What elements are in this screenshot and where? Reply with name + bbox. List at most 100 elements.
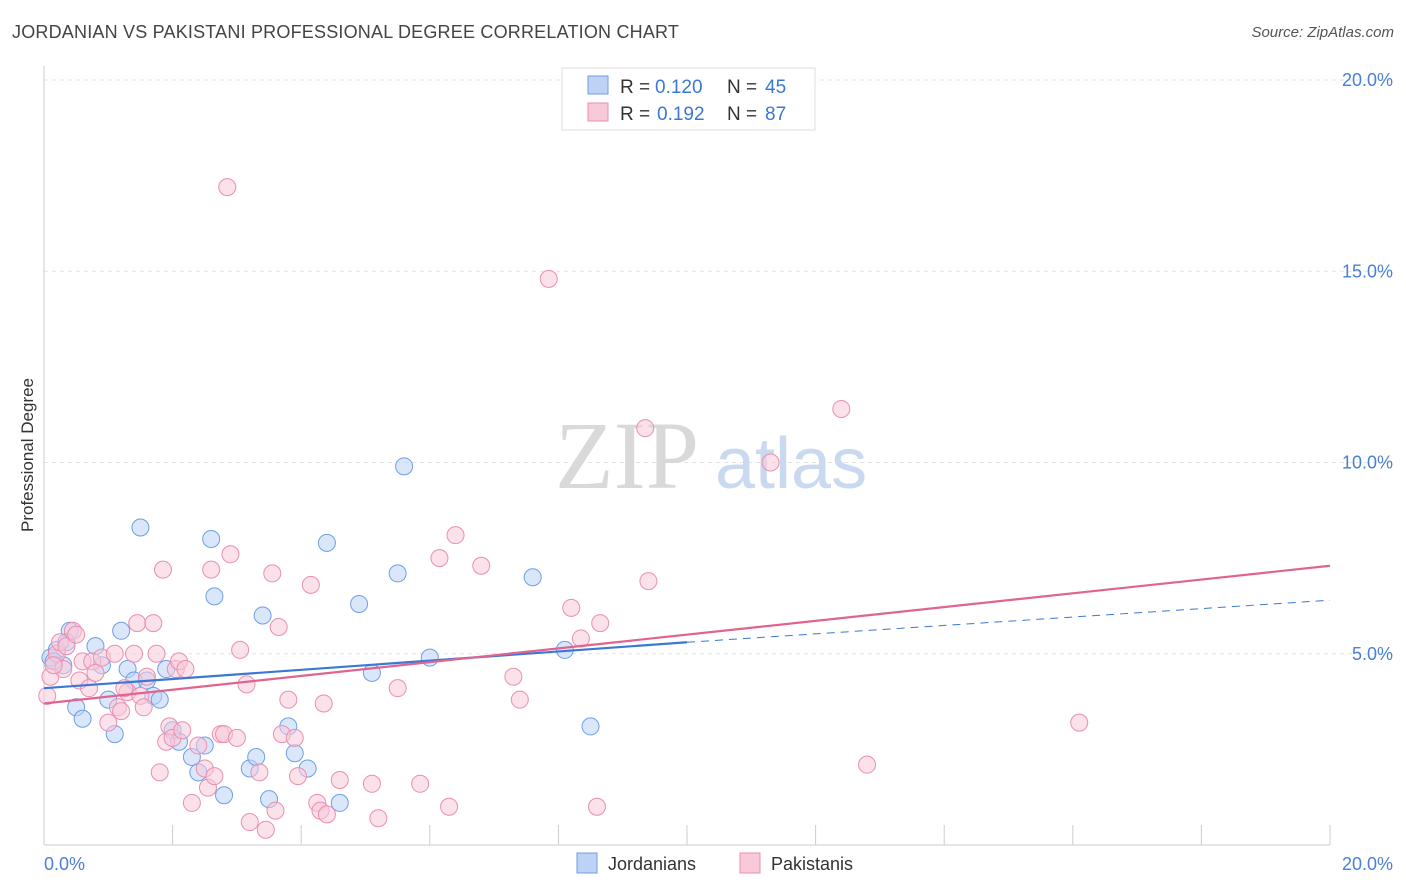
series-legend-label-jordanians: Jordanians (608, 854, 696, 874)
pakistani-point (317, 805, 336, 824)
source-attribution: Source: ZipAtlas.com (1251, 24, 1394, 41)
pakistani-point (67, 625, 86, 644)
pakistani-point (639, 572, 658, 591)
jordanian-point (150, 690, 169, 709)
series-legend: Jordanians Pakistanis (576, 852, 853, 874)
pakistani-point (279, 690, 298, 709)
watermark-atlas: atlas (715, 424, 867, 504)
pakistani-point (539, 269, 558, 288)
legend-swatch-pakistanis (587, 102, 609, 122)
legend-r-label: R = (620, 77, 650, 98)
pakistani-point (562, 598, 581, 617)
y-tick-label: 10.0% (1342, 453, 1393, 473)
series-legend-swatch-pakistanis (739, 852, 761, 874)
legend-n-label: N = (727, 77, 757, 98)
pakistani-point (173, 721, 192, 740)
pakistani-point (832, 399, 851, 418)
legend-r-value-pakistanis: 0.192 (657, 104, 705, 125)
y-tick-labels: 5.0% 10.0% 15.0% 20.0% (1342, 70, 1393, 664)
jordanian-point (253, 606, 272, 625)
pakistani-point (150, 763, 169, 782)
pakistani-point (112, 702, 131, 721)
pakistani-point (388, 679, 407, 698)
pakistani-point (218, 178, 237, 197)
pakistani-point (314, 694, 333, 713)
pakistani-point (858, 755, 877, 774)
legend-r-value-jordanians: 0.120 (655, 77, 703, 98)
pakistani-trend-line (43, 564, 1331, 705)
pakistani-point (189, 736, 208, 755)
jordanian-point (112, 621, 131, 640)
pakistani-point (446, 526, 465, 545)
pakistani-point (761, 453, 780, 472)
legend-r-label: R = (620, 104, 650, 125)
jordanian-trend-line (43, 641, 688, 690)
pakistani-point (115, 679, 134, 698)
pakistani-point (411, 774, 430, 793)
y-tick-label: 20.0% (1342, 70, 1393, 90)
jordanian-point (350, 595, 369, 614)
pakistani-point (330, 770, 349, 789)
jordanian-point (581, 717, 600, 736)
pakistani-point (202, 560, 221, 579)
axes (43, 66, 1331, 846)
pakistani-point (266, 801, 285, 820)
pakistani-point (510, 690, 529, 709)
pakistani-point (137, 667, 156, 686)
pakistani-point (587, 797, 606, 816)
pakistani-point (301, 575, 320, 594)
pakistani-point (440, 797, 459, 816)
data-points (38, 178, 1089, 839)
grid-lines (44, 79, 1393, 655)
legend-n-value-pakistanis: 87 (765, 104, 786, 125)
pakistani-point (221, 545, 240, 564)
legend-n-value-jordanians: 45 (765, 77, 786, 98)
pakistani-point (205, 767, 224, 786)
pakistani-point (125, 644, 144, 663)
pakistani-point (128, 614, 147, 633)
pakistani-point (231, 640, 250, 659)
pakistani-point (430, 549, 449, 568)
pakistani-point (285, 728, 304, 747)
pakistani-point (288, 767, 307, 786)
pakistani-point (1070, 713, 1089, 732)
pakistani-point (369, 809, 388, 828)
pakistani-point (636, 419, 655, 438)
jordanian-point (215, 786, 234, 805)
pakistani-point (591, 614, 610, 633)
y-tick-label: 5.0% (1352, 644, 1393, 664)
jordanian-point (247, 748, 266, 767)
jordanian-point (202, 530, 221, 548)
x-tick-label-max: 20.0% (1342, 854, 1393, 874)
pakistani-point (269, 617, 288, 636)
x-tick-label-min: 0.0% (44, 854, 85, 874)
watermark-zip: ZIP (555, 402, 699, 509)
pakistani-point (144, 614, 163, 633)
pakistani-point (86, 663, 105, 682)
jordanian-point (523, 568, 542, 587)
pakistani-point (227, 728, 246, 747)
pakistani-point (153, 560, 172, 579)
pakistani-point (472, 556, 491, 575)
pakistani-point (176, 660, 195, 679)
series-legend-label-pakistanis: Pakistanis (771, 854, 853, 874)
pakistani-point (80, 679, 99, 698)
series-legend-swatch-jordanians (576, 852, 598, 874)
jordanian-point (395, 457, 414, 476)
pakistani-point (263, 564, 282, 583)
pakistani-point (134, 698, 153, 717)
pakistani-point (250, 763, 269, 782)
trend-lines (43, 564, 1331, 705)
jordanian-point (317, 533, 336, 552)
chart-title: JORDANIAN VS PAKISTANI PROFESSIONAL DEGR… (12, 22, 680, 42)
jordanian-point (285, 744, 304, 763)
pakistani-point (99, 713, 118, 732)
pakistani-point (504, 667, 523, 686)
pakistani-point (57, 637, 76, 656)
pakistani-point (256, 820, 275, 839)
pakistani-point (362, 774, 381, 793)
y-tick-label: 15.0% (1342, 261, 1393, 281)
pakistani-point (44, 656, 63, 675)
jordanian-trend-extension (686, 599, 1331, 643)
